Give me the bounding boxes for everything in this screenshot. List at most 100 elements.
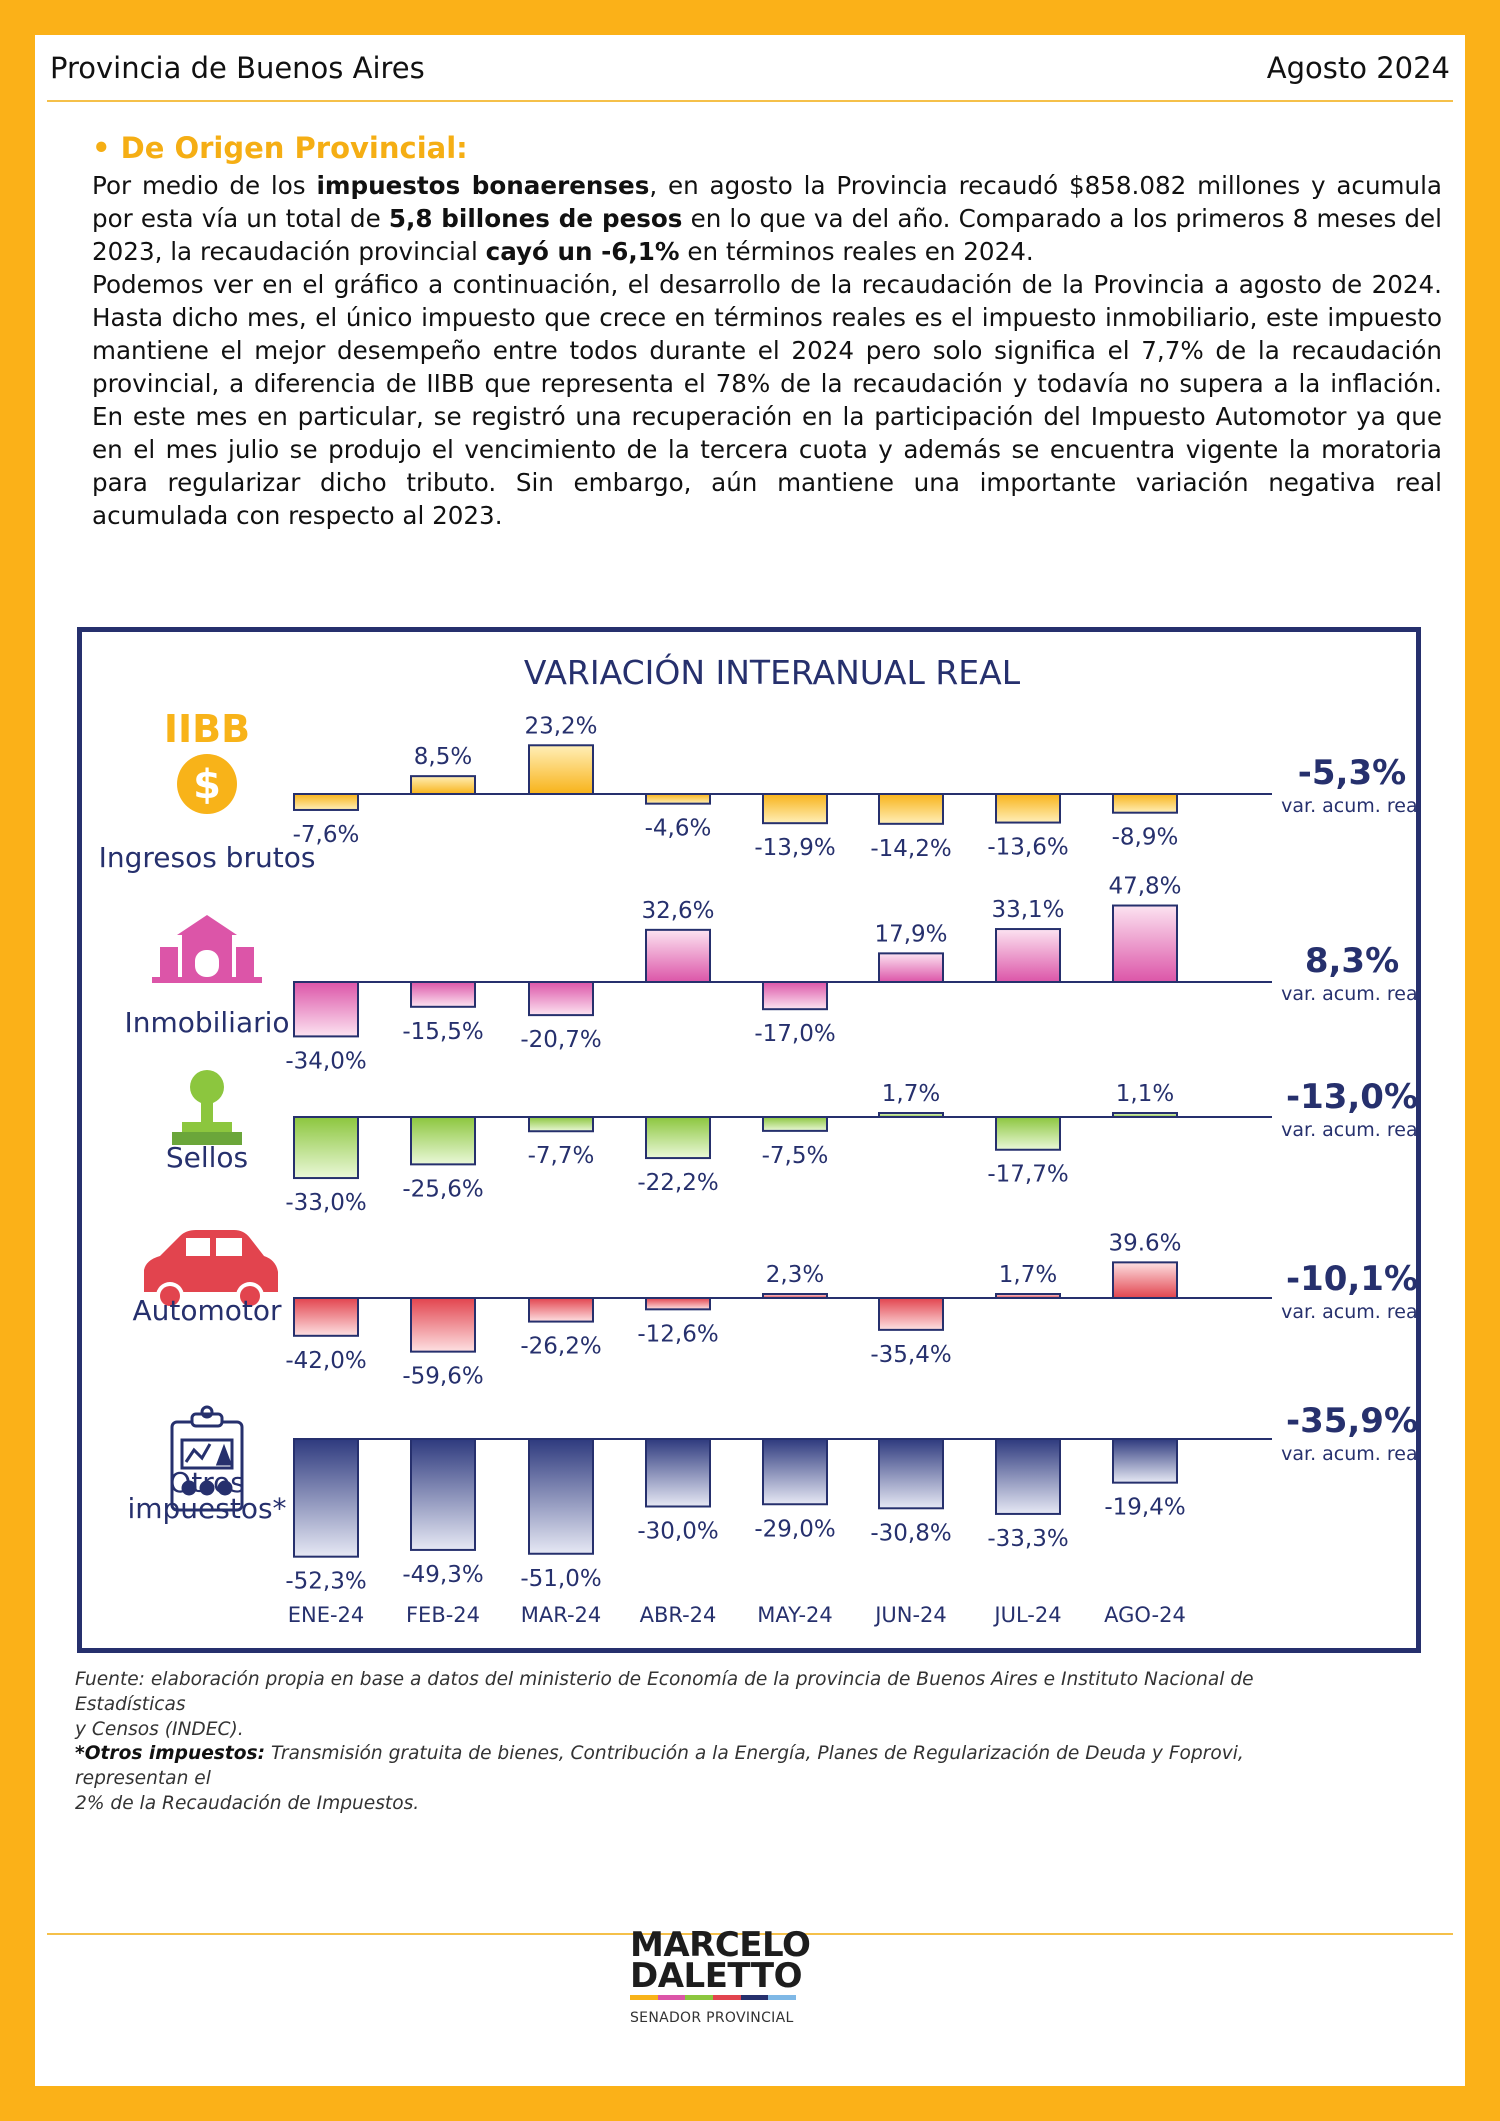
data-label-4-2: -51,0% xyxy=(520,1566,601,1592)
logo: MARCELO DALETTO SENADOR PROVINCIAL xyxy=(630,1928,811,2026)
bold-run: impuestos bonaerenses xyxy=(316,171,650,200)
text-run: , en agosto la Provincia recaudó $858.08… xyxy=(92,171,1442,233)
acum-label-1: var. acum. real xyxy=(1281,983,1416,1005)
chart-title: VARIACIÓN INTERANUAL REAL xyxy=(524,652,1021,692)
chart-panel: VARIACIÓN INTERANUAL REAL IIBB $ xyxy=(77,627,1421,1653)
chart-svg: VARIACIÓN INTERANUAL REAL IIBB $ xyxy=(99,652,1416,1627)
bar-2-1 xyxy=(410,1116,476,1166)
footnote: *Otros impuestos: Transmisión gratuita d… xyxy=(75,1741,1335,1816)
data-label-4-5: -30,8% xyxy=(870,1520,951,1546)
bar-0-6 xyxy=(995,793,1061,824)
bar-1-6 xyxy=(995,928,1061,984)
text-run: en términos reales en 2024. xyxy=(679,237,1034,266)
data-label-2-7: 1,1% xyxy=(1116,1081,1174,1107)
bar-3-1 xyxy=(410,1297,476,1353)
text-run: Por medio de los xyxy=(92,171,317,200)
intro-paragraph-1: Por medio de los impuestos bonaerenses, … xyxy=(92,169,1442,268)
series-name-4-1: impuestos* xyxy=(127,1492,286,1525)
bar-3-7 xyxy=(1112,1261,1178,1299)
data-label-3-4: 2,3% xyxy=(766,1262,824,1288)
bar-4-3 xyxy=(645,1438,711,1508)
bold-run: 5,8 billones de pesos xyxy=(388,204,683,233)
data-label-1-7: 47,8% xyxy=(1108,874,1181,900)
header-divider xyxy=(47,100,1453,102)
acum-value-2: -13,0% xyxy=(1286,1077,1416,1117)
data-label-0-5: -14,2% xyxy=(870,836,951,862)
acum-label-3: var. acum. real xyxy=(1281,1301,1416,1323)
header-date: Agosto 2024 xyxy=(1266,51,1450,85)
data-label-1-1: -15,5% xyxy=(402,1019,483,1045)
series-name-0: Ingresos brutos xyxy=(99,841,316,874)
data-label-4-7: -19,4% xyxy=(1104,1495,1185,1521)
bar-4-7 xyxy=(1112,1438,1178,1484)
bar-2-4 xyxy=(762,1116,828,1132)
bar-0-5 xyxy=(878,793,944,825)
data-label-2-4: -7,5% xyxy=(762,1143,829,1169)
bar-1-4 xyxy=(762,981,828,1011)
data-label-4-0: -52,3% xyxy=(285,1569,366,1595)
intro-paragraph-2: Podemos ver en el gráfico a continuación… xyxy=(92,270,1442,530)
source-note: Fuente: elaboración propia en base a dat… xyxy=(75,1667,1335,1742)
bar-0-0 xyxy=(293,793,359,811)
data-label-2-5: 1,7% xyxy=(882,1081,940,1107)
x-tick-ene-24: ENE-24 xyxy=(288,1603,365,1627)
data-label-2-6: -17,7% xyxy=(987,1162,1068,1188)
bar-1-2 xyxy=(528,981,594,1017)
bar-3-6 xyxy=(995,1293,1061,1299)
logo-line-2: DALETTO xyxy=(630,1956,803,1996)
bar-2-5 xyxy=(878,1112,944,1118)
bar-0-1 xyxy=(410,775,476,795)
data-label-3-0: -42,0% xyxy=(285,1348,366,1374)
house-icon xyxy=(152,915,262,983)
bar-2-7 xyxy=(1112,1112,1178,1118)
page: Provincia de Buenos Aires Agosto 2024 • … xyxy=(35,35,1465,2086)
bar-1-7 xyxy=(1112,904,1178,983)
bar-2-3 xyxy=(645,1116,711,1160)
bar-0-3 xyxy=(645,793,711,805)
acum-value-3: -10,1% xyxy=(1286,1259,1416,1299)
source-line-1: Fuente: elaboración propia en base a dat… xyxy=(75,1669,1254,1715)
bar-4-0 xyxy=(293,1438,359,1558)
bar-0-2 xyxy=(528,744,594,795)
data-label-2-3: -22,2% xyxy=(637,1170,718,1196)
header-province: Provincia de Buenos Aires xyxy=(50,51,425,85)
data-label-1-3: 32,6% xyxy=(641,898,714,924)
bar-2-2 xyxy=(528,1116,594,1133)
bar-3-5 xyxy=(878,1297,944,1331)
iibb-badge: IIBB xyxy=(164,707,250,751)
series-name-2: Sellos xyxy=(166,1141,248,1174)
bar-1-5 xyxy=(878,952,944,983)
x-tick-jul-24: JUL-24 xyxy=(992,1603,1061,1627)
text-run: en lo que va del año. Comparado a los pr… xyxy=(92,204,1443,266)
data-label-0-2: 23,2% xyxy=(524,713,597,739)
footnote-text: Transmisión gratuita de bienes, Contribu… xyxy=(75,1743,1244,1789)
bar-1-0 xyxy=(293,981,359,1038)
x-tick-may-24: MAY-24 xyxy=(757,1603,833,1627)
data-label-3-3: -12,6% xyxy=(637,1321,718,1347)
series-name-1: Inmobiliario xyxy=(124,1006,289,1039)
svg-text:$: $ xyxy=(193,762,221,808)
data-label-2-2: -7,7% xyxy=(528,1143,595,1169)
data-label-2-1: -25,6% xyxy=(402,1176,483,1202)
acum-value-0: -5,3% xyxy=(1298,753,1406,793)
data-label-0-1: 8,5% xyxy=(414,744,472,770)
data-label-0-3: -4,6% xyxy=(645,816,712,842)
report-clipboard-icon xyxy=(170,1405,244,1512)
data-label-4-6: -33,3% xyxy=(987,1526,1068,1552)
data-label-4-1: -49,3% xyxy=(402,1562,483,1588)
x-tick-abr-24: ABR-24 xyxy=(640,1603,717,1627)
acum-value-4: -35,9% xyxy=(1286,1401,1416,1441)
data-label-3-2: -26,2% xyxy=(520,1334,601,1360)
data-label-1-4: -17,0% xyxy=(754,1021,835,1047)
acum-label-2: var. acum. real xyxy=(1281,1119,1416,1141)
x-tick-jun-24: JUN-24 xyxy=(873,1603,947,1627)
data-label-1-0: -34,0% xyxy=(285,1048,366,1074)
data-label-2-0: -33,0% xyxy=(285,1190,366,1216)
series-name-3: Automotor xyxy=(132,1294,282,1327)
bar-4-1 xyxy=(410,1438,476,1551)
bar-1-1 xyxy=(410,981,476,1008)
acum-value-1: 8,3% xyxy=(1305,941,1399,981)
stamp-icon xyxy=(172,1070,242,1145)
data-label-3-7: 39.6% xyxy=(1108,1230,1181,1256)
acum-label-4: var. acum. real xyxy=(1281,1443,1416,1465)
